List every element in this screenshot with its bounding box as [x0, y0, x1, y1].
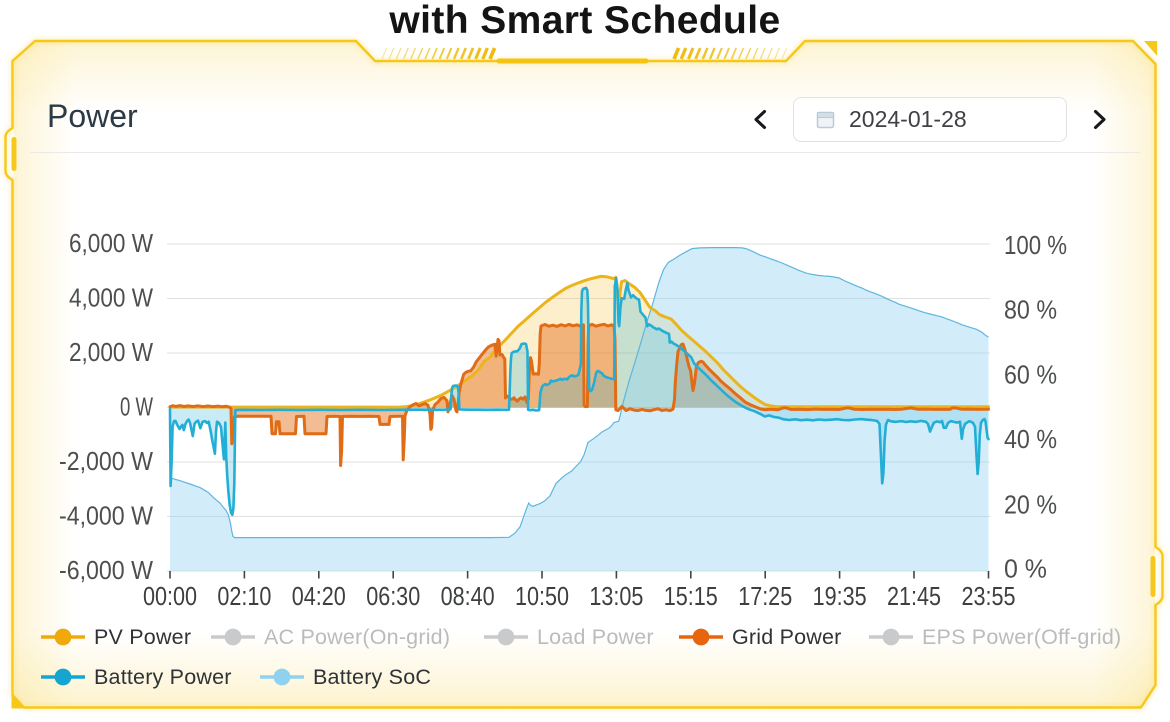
svg-text:04:20: 04:20: [292, 583, 346, 611]
svg-text:0 %: 0 %: [1004, 556, 1047, 584]
svg-text:23:55: 23:55: [962, 583, 1016, 611]
svg-text:00:00: 00:00: [143, 583, 197, 611]
svg-text:10:50: 10:50: [515, 583, 569, 611]
svg-text:40 %: 40 %: [1004, 426, 1057, 454]
svg-text:19:35: 19:35: [813, 583, 867, 611]
svg-text:100 %: 100 %: [1004, 232, 1067, 260]
svg-text:6,000 W: 6,000 W: [69, 230, 153, 258]
svg-text:0 W: 0 W: [120, 394, 153, 422]
svg-text:06:30: 06:30: [366, 583, 420, 611]
svg-text:15:15: 15:15: [664, 583, 718, 611]
svg-text:80 %: 80 %: [1004, 297, 1057, 325]
svg-text:-4,000 W: -4,000 W: [59, 503, 153, 531]
svg-text:-6,000 W: -6,000 W: [59, 557, 153, 585]
svg-text:02:10: 02:10: [217, 583, 271, 611]
svg-text:21:45: 21:45: [887, 583, 941, 611]
svg-text:2,000 W: 2,000 W: [69, 339, 153, 367]
svg-text:08:40: 08:40: [441, 583, 495, 611]
svg-text:20 %: 20 %: [1004, 491, 1057, 519]
svg-text:4,000 W: 4,000 W: [69, 285, 153, 313]
svg-text:60 %: 60 %: [1004, 362, 1057, 390]
svg-text:-2,000 W: -2,000 W: [59, 448, 153, 476]
svg-text:17:25: 17:25: [738, 583, 792, 611]
svg-text:13:05: 13:05: [589, 583, 643, 611]
